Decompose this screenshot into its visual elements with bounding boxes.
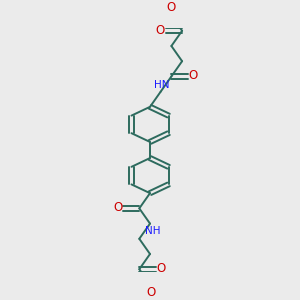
Text: O: O bbox=[156, 24, 165, 37]
Text: O: O bbox=[166, 1, 175, 13]
Text: O: O bbox=[147, 286, 156, 299]
Text: O: O bbox=[188, 69, 198, 82]
Text: O: O bbox=[156, 262, 166, 275]
Text: O: O bbox=[113, 201, 122, 214]
Text: HN: HN bbox=[154, 80, 170, 90]
Text: NH: NH bbox=[145, 226, 160, 236]
